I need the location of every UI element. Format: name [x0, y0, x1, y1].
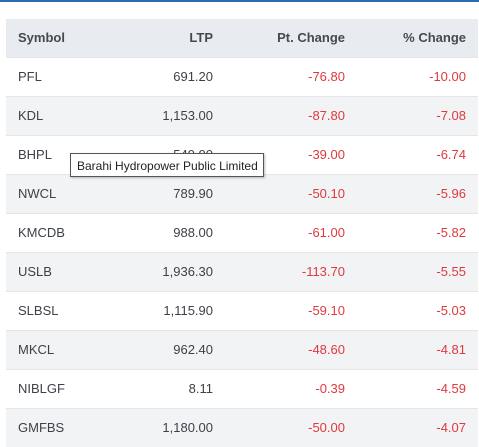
pct-change-cell: -7.08: [357, 95, 478, 135]
ltp-cell: 8.11: [114, 368, 225, 408]
symbol-cell[interactable]: SLBSL: [6, 290, 114, 330]
pt-change-cell: -113.70: [225, 251, 357, 291]
pct-change-cell: -10.00: [357, 56, 478, 96]
company-name-tooltip: Barahi Hydropower Public Limited: [70, 153, 264, 177]
symbol-cell[interactable]: MKCL: [6, 329, 114, 369]
symbol-cell[interactable]: NIBLGF: [6, 368, 114, 408]
ltp-cell: 1,936.30: [114, 251, 225, 291]
column-header-symbol[interactable]: Symbol: [18, 30, 65, 46]
top-losers-table-container: Symbol LTP Pt. Change % Change PFL 691.20…: [6, 19, 478, 447]
ltp-cell: 1,180.00: [114, 407, 225, 447]
pt-change-cell: -0.39: [225, 368, 357, 408]
symbol-cell[interactable]: USLB: [6, 251, 114, 291]
pct-change-cell: -4.07: [357, 407, 478, 447]
table-row[interactable]: USLB 1,936.30 -113.70 -5.55: [6, 251, 478, 291]
table-body: PFL 691.20 -76.80 -10.00 KDL 1,153.00 -87.80 -7…: [6, 56, 478, 447]
table-row[interactable]: SLBSL 1,115.90 -59.10 -5.03: [6, 290, 478, 330]
ltp-cell: 962.40: [114, 329, 225, 369]
ltp-cell: 988.00: [114, 212, 225, 252]
symbol-cell[interactable]: KMCDB: [6, 212, 114, 252]
ltp-cell: 789.90: [114, 173, 225, 213]
column-header-ltp[interactable]: LTP: [189, 30, 213, 46]
table-row[interactable]: NWCL 789.90 -50.10 -5.96: [6, 173, 478, 213]
symbol-cell[interactable]: GMFBS: [6, 407, 114, 447]
pct-change-cell: -5.55: [357, 251, 478, 291]
symbol-cell[interactable]: NWCL: [6, 173, 114, 213]
table-row[interactable]: NIBLGF 8.11 -0.39 -4.59: [6, 368, 478, 408]
column-header-pt-change[interactable]: Pt. Change: [277, 30, 345, 46]
pt-change-cell: -87.80: [225, 95, 357, 135]
pct-change-cell: -5.96: [357, 173, 478, 213]
table-row[interactable]: PFL 691.20 -76.80 -10.00: [6, 56, 478, 96]
table-header-row: Symbol LTP Pt. Change % Change: [6, 19, 478, 57]
table-row[interactable]: GMFBS 1,180.00 -50.00 -4.07: [6, 407, 478, 447]
table-row[interactable]: KMCDB 988.00 -61.00 -5.82: [6, 212, 478, 252]
ltp-cell: 1,115.90: [114, 290, 225, 330]
top-accent-bar: [0, 0, 479, 2]
ltp-cell: 1,153.00: [114, 95, 225, 135]
pt-change-cell: -59.10: [225, 290, 357, 330]
pct-change-cell: -6.74: [357, 134, 478, 174]
pct-change-cell: -5.82: [357, 212, 478, 252]
pt-change-cell: -61.00: [225, 212, 357, 252]
pt-change-cell: -50.10: [225, 173, 357, 213]
pt-change-cell: -50.00: [225, 407, 357, 447]
table-row[interactable]: MKCL 962.40 -48.60 -4.81: [6, 329, 478, 369]
symbol-cell[interactable]: PFL: [6, 56, 114, 96]
pt-change-cell: -76.80: [225, 56, 357, 96]
symbol-cell[interactable]: KDL: [6, 95, 114, 135]
column-header-pct-change[interactable]: % Change: [403, 30, 466, 46]
pct-change-cell: -4.59: [357, 368, 478, 408]
pct-change-cell: -5.03: [357, 290, 478, 330]
top-losers-table: Symbol LTP Pt. Change % Change PFL 691.20…: [6, 19, 478, 447]
ltp-cell: 691.20: [114, 56, 225, 96]
pct-change-cell: -4.81: [357, 329, 478, 369]
table-row[interactable]: KDL 1,153.00 -87.80 -7.08: [6, 95, 478, 135]
pt-change-cell: -48.60: [225, 329, 357, 369]
